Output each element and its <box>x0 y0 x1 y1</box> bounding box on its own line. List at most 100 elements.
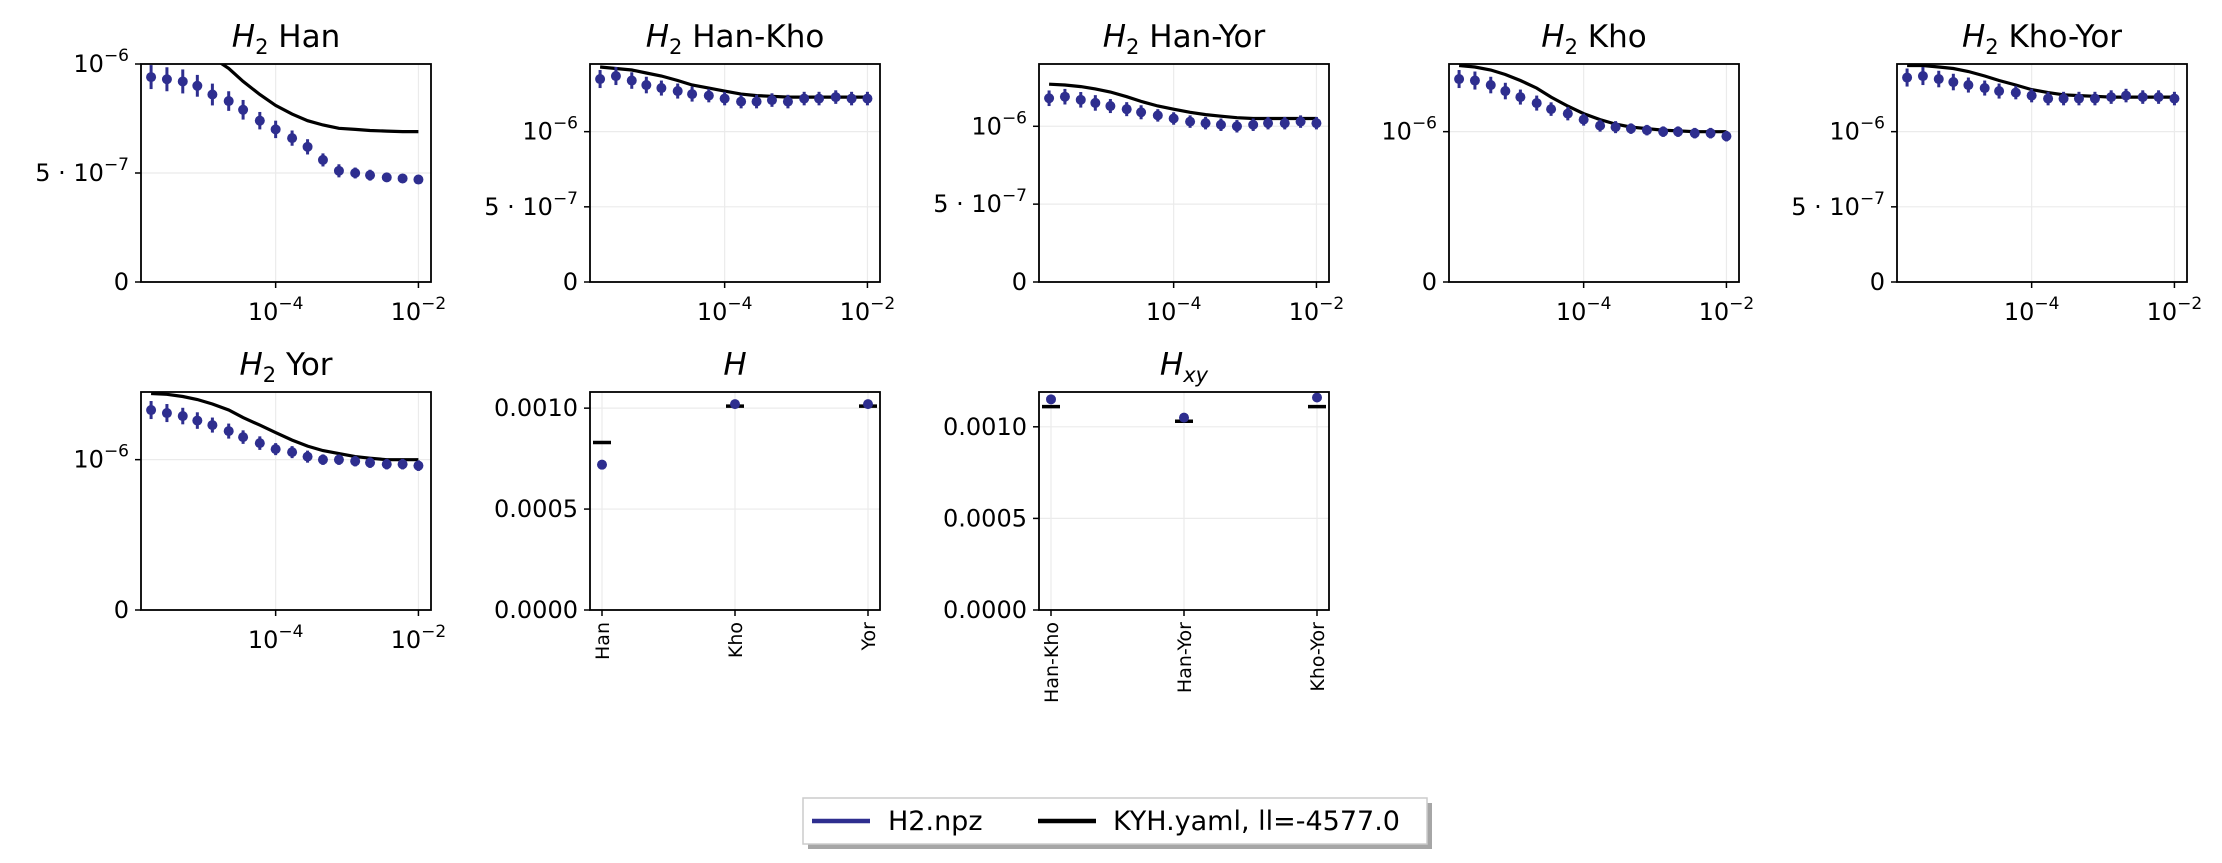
data-point <box>207 420 218 431</box>
data-point <box>1641 125 1652 136</box>
data-point <box>814 93 825 104</box>
x-tick-label: 10−2 <box>2147 294 2203 326</box>
data-point <box>1469 75 1480 86</box>
data-point <box>1231 121 1242 132</box>
y-tick-label: 5 · 10−7 <box>484 189 578 221</box>
y-tick-label: 0.0005 <box>943 504 1027 532</box>
data-point <box>365 170 376 181</box>
data-point <box>397 173 408 184</box>
y-tick-label: 0.0010 <box>943 413 1027 441</box>
plot-frame <box>140 63 432 283</box>
data-point <box>1185 116 1196 127</box>
y-tick-label: 5 · 10−7 <box>35 155 129 187</box>
x-tick-label: Han <box>592 622 614 660</box>
data-point <box>1136 107 1147 118</box>
data-point <box>1485 80 1496 91</box>
x-tick-label: 10−2 <box>1699 294 1755 326</box>
data-point <box>302 451 313 462</box>
plot-frame <box>1896 63 2188 283</box>
data-point <box>333 165 344 176</box>
data-point <box>1546 104 1557 115</box>
model-line <box>1458 64 1727 134</box>
data-point <box>238 432 249 443</box>
data-point <box>1200 118 1211 129</box>
data-point <box>1595 120 1606 131</box>
data-point <box>2010 87 2021 98</box>
data-point <box>2058 93 2069 104</box>
data-point <box>177 76 188 87</box>
data-point <box>1578 114 1589 125</box>
plot-area <box>593 399 877 470</box>
data-point <box>595 74 606 85</box>
data-point <box>782 96 793 107</box>
subplot-4: 0 10−6 10−4 10−2 H2 Kho <box>1381 19 1754 326</box>
data-point <box>161 74 172 85</box>
data-point <box>254 115 265 126</box>
data-point <box>1948 77 1959 88</box>
data-point <box>333 454 344 465</box>
x-tick-label: Han-Yor <box>1174 622 1196 693</box>
data-point <box>610 71 621 82</box>
legend-box <box>802 797 1428 845</box>
data-point <box>1658 126 1669 137</box>
data-point <box>862 93 873 104</box>
plot-frame <box>589 391 881 611</box>
data-point <box>161 408 172 419</box>
data-point <box>1531 98 1542 109</box>
plot-area <box>146 64 424 185</box>
data-point <box>656 83 667 94</box>
x-tick-label: 10−4 <box>1146 294 1202 326</box>
subplot-7: 0.0000 0.0005 0.0010 Han Kho Yor H <box>494 347 881 660</box>
y-tick-label: 10−6 <box>73 442 129 474</box>
data-point <box>641 80 652 91</box>
data-point <box>146 72 157 83</box>
data-point <box>413 174 424 185</box>
x-tick-label: 10−2 <box>391 622 447 654</box>
data-point <box>1215 119 1226 130</box>
data-point <box>270 124 281 135</box>
plot-area <box>1044 82 1322 133</box>
y-tick-label: 5 · 10−7 <box>1791 189 1885 221</box>
data-point <box>2169 93 2180 104</box>
data-point <box>1046 394 1056 405</box>
data-point <box>2106 92 2117 103</box>
data-point <box>1179 412 1189 423</box>
y-tick-label: 10−6 <box>1829 114 1885 146</box>
data-point <box>751 96 762 107</box>
plot-frame <box>1448 63 1740 283</box>
data-point <box>597 459 607 470</box>
data-point <box>1279 118 1290 129</box>
data-point <box>1562 108 1573 119</box>
data-point <box>365 457 376 468</box>
y-tick-label: 10−6 <box>1381 114 1437 146</box>
model-line <box>1049 82 1317 121</box>
data-point <box>1673 126 1684 137</box>
data-point <box>238 104 249 115</box>
data-point <box>1152 110 1163 121</box>
y-tick-label: 0 <box>1012 268 1027 296</box>
y-tick-label: 0.0000 <box>494 596 578 624</box>
subplot-6: 0 10−6 10−4 10−2 H2 Yor <box>73 347 446 654</box>
data-point <box>413 460 424 471</box>
data-point <box>177 411 188 422</box>
data-point <box>730 399 740 410</box>
data-point <box>1044 93 1055 104</box>
subplot-title: Hxy <box>1160 347 1209 387</box>
x-tick-label: 10−4 <box>697 294 753 326</box>
data-point <box>1933 74 1944 85</box>
subplot-8: 0.0000 0.0005 0.0010 Han-Kho Han-Yor Kho-Yor H… <box>943 347 1330 703</box>
data-point <box>672 86 683 97</box>
data-point <box>1311 118 1322 129</box>
data-point <box>192 80 203 91</box>
subplot-title: H2 Han-Kho <box>646 19 825 59</box>
data-point <box>223 426 234 437</box>
data-point <box>766 95 777 106</box>
data-point <box>270 444 281 455</box>
y-tick-label: 0.0010 <box>494 394 578 422</box>
data-point <box>2089 93 2100 104</box>
data-point <box>2121 90 2132 101</box>
legend-label-data: H2.npz <box>888 806 983 837</box>
plot-area <box>1042 392 1326 424</box>
data-point <box>2026 90 2037 101</box>
